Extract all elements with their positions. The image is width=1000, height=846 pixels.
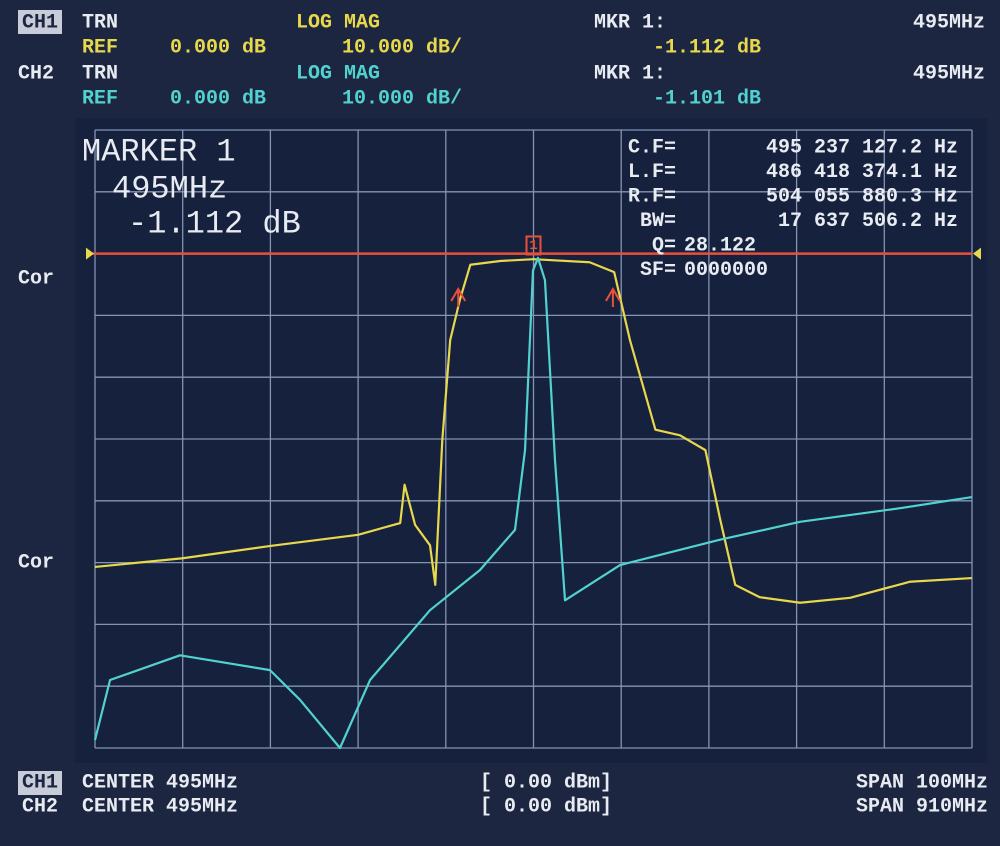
footer-channel: CH2 <box>22 795 58 818</box>
marker-box <box>525 235 542 256</box>
side-label: Cor <box>18 551 54 574</box>
footer-span: SPAN 910MHz <box>856 795 988 818</box>
ch1-ref: 0.000 dB <box>170 36 266 59</box>
stat-label: R.F= <box>628 185 676 208</box>
stats: C.F= 495 237 127.2 Hz L.F= 486 418 374.1 Hz… <box>628 136 958 282</box>
ch2-marker: MKR 1: <box>594 62 666 85</box>
ch1-ref-label: REF <box>82 36 118 59</box>
stat-value: 28.122 <box>684 234 756 257</box>
ch2-format: LOG MAG <box>296 62 380 85</box>
ch2-marker-freq: 495MHz <box>913 62 985 85</box>
footer-center: CENTER 495MHz <box>82 771 238 794</box>
ch1-mode: TRN <box>82 11 118 34</box>
stat-value: 504 055 880.3 Hz <box>766 185 958 208</box>
footer: CH1 CENTER 495MHz [ 0.00 dBm] SPAN 100MHz CH… <box>22 771 988 818</box>
ch2-label: CH2 <box>18 62 54 85</box>
footer-span: SPAN 100MHz <box>856 771 988 794</box>
stat-value: 17 637 506.2 Hz <box>778 210 958 233</box>
stat-label: BW= <box>640 210 676 233</box>
ch1-label: CH1 <box>22 11 58 34</box>
ch1-format: LOG MAG <box>296 11 380 34</box>
ch2-ref: 0.000 dB <box>170 87 266 110</box>
marker-value: -1.112 dB <box>128 205 301 242</box>
footer-power: [ 0.00 dBm] <box>480 771 612 794</box>
side-label: Cor <box>18 267 54 290</box>
ch1-marker-value: -1.112 dB <box>653 36 761 59</box>
ch1-label-box <box>18 10 62 34</box>
stat-label: L.F= <box>628 161 676 184</box>
marker-title: MARKER 1 <box>82 133 236 170</box>
ch1-footer-box <box>18 771 62 795</box>
marker-label: 1 <box>529 238 537 254</box>
ch2-marker-value: -1.101 dB <box>653 87 761 110</box>
ch2-scale: 10.000 dB/ <box>342 87 462 110</box>
ch1-scale: 10.000 dB/ <box>342 36 462 59</box>
stat-value: 495 237 127.2 Hz <box>766 136 958 159</box>
footer-center: CENTER 495MHz <box>82 795 238 818</box>
ch1-marker: MKR 1: <box>594 11 666 34</box>
stat-value: 486 418 374.1 Hz <box>766 161 958 184</box>
trace <box>93 256 973 750</box>
stat-label: C.F= <box>628 136 676 159</box>
footer-channel: CH1 <box>22 771 58 794</box>
bandwidth-marker <box>605 287 621 308</box>
plot-panel <box>75 118 987 763</box>
trace <box>94 258 973 604</box>
reference-pointer <box>86 247 94 260</box>
ch1-marker-freq: 495MHz <box>913 11 985 34</box>
stat-label: Q= <box>652 234 676 257</box>
marker-freq: 495MHz <box>112 170 227 207</box>
ch2-mode: TRN <box>82 62 118 85</box>
reference-pointer <box>973 247 981 260</box>
stat-value: 0000000 <box>684 259 768 282</box>
footer-power: [ 0.00 dBm] <box>480 795 612 818</box>
stat-label: SF= <box>640 259 676 282</box>
ch2-ref-label: REF <box>82 87 118 110</box>
plot: 1 <box>86 129 981 750</box>
bandwidth-marker <box>450 287 467 308</box>
